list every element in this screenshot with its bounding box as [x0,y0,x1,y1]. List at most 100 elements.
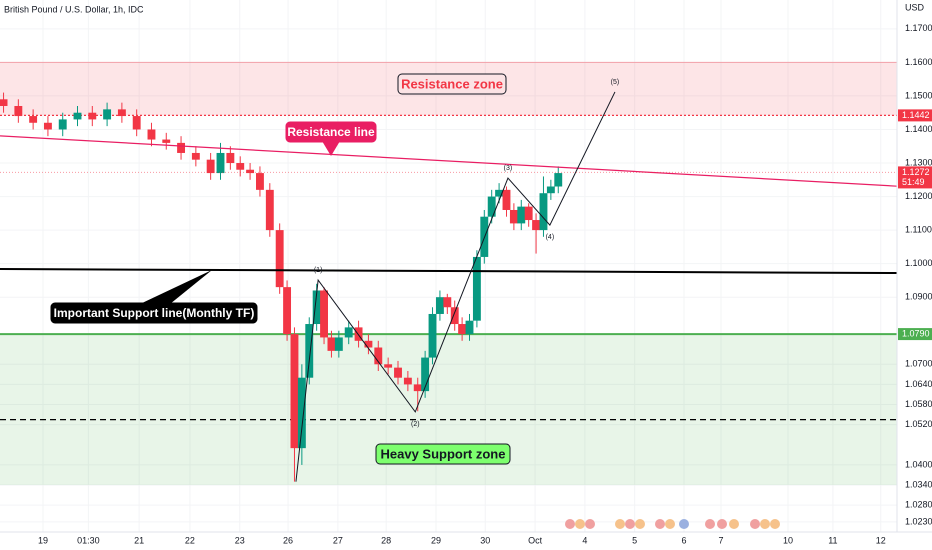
candle-body [344,327,353,338]
candle-body [320,290,328,338]
x-tick-label: 28 [381,535,391,545]
x-tick-label: 4 [582,535,587,545]
price-badge [898,109,932,122]
y-tick-label: 1.1300 [905,157,932,167]
candle-body [0,99,8,106]
x-tick-label: 29 [431,535,441,545]
candle-body [443,297,452,308]
candle-body [73,112,82,120]
candle-body [177,142,186,153]
candle-body [117,109,126,117]
wave-label: (1) [314,267,323,274]
x-tick-label: 12 [876,535,886,545]
candle-body [465,320,474,335]
y-tick-label: 1.0520 [905,419,932,429]
candle-body [435,297,444,314]
y-tick-label: 1.1500 [905,90,932,100]
candle-body [509,209,518,224]
candle-body [14,105,23,117]
wave-label: (5) [611,79,620,86]
chart-title: British Pound / U.S. Dollar, 1h, IDC [4,4,144,14]
x-tick-label: 22 [185,535,195,545]
y-tick-label: 1.0700 [905,359,932,369]
x-tick-label: 30 [480,535,490,545]
candle-body [147,129,156,140]
candle-body [290,334,299,449]
x-tick-label: 26 [283,535,293,545]
candle-body [162,139,171,143]
candle-body [226,152,235,164]
candle-body [450,307,459,325]
candle-body [265,189,274,231]
trend-label-text: Important Support line(Monthly TF) [54,306,255,320]
candle-body [517,206,526,224]
candle-body [58,119,67,130]
zone-label-box [397,73,507,95]
candle-body [236,163,245,170]
event-icons [565,519,780,529]
candle-body [132,116,141,130]
candle-body [421,357,430,392]
candle-body [327,337,336,351]
candle-body [403,377,412,385]
candle-body [364,340,373,348]
candle-body [43,122,52,130]
y-tick-label: 1.1100 [905,224,932,234]
trend-label-text: Resistance line [287,125,375,139]
x-tick-label: 11 [828,535,837,545]
x-tick-label: 27 [333,535,343,545]
x-tick-label: 7 [718,535,723,545]
trend-line [0,268,898,275]
countdown-label: 51:49 [902,177,925,187]
trend-line [0,135,898,187]
trend-label-box [285,121,377,143]
price-badge-label: 1.1442 [902,110,930,120]
candle-body [472,256,481,321]
y-tick-label: 1.1000 [905,258,932,268]
x-tick-label: 19 [38,535,48,545]
zone-label-box [375,443,511,465]
x-tick-label: 23 [235,535,245,545]
wave-label: (4) [546,234,555,241]
x-tick-label: 01:30 [77,535,100,545]
candle-body [428,313,437,358]
candle-body [539,193,548,231]
y-tick-label: 1.0900 [905,292,932,302]
trend-label-pointer [140,270,212,304]
wave-path [295,91,616,482]
x-tick-label: 10 [783,535,793,545]
candle-body [256,173,264,190]
candle-body [354,327,363,341]
candle-body [275,230,284,288]
price-badge-label: 1.0790 [902,328,930,338]
candle-body [546,186,555,194]
zone-label-text: Heavy Support zone [381,446,506,461]
x-tick-label: 6 [681,535,686,545]
plot-area [0,0,898,532]
candle-body [524,206,533,221]
trend-label-box [50,302,258,324]
y-tick-label: 1.0400 [905,459,932,469]
y-tick-label: 1.1200 [905,191,932,201]
candle-body [394,367,402,378]
candle-body [103,109,112,120]
y-tick-label: 1.0230 [905,516,932,526]
candle-body [216,152,225,174]
x-tick-label: Oct [528,535,543,545]
price-badge [898,166,932,189]
candle-body [206,159,215,174]
y-tick-label: 1.1700 [905,23,932,33]
candle-body [297,377,306,449]
x-tick-label: 5 [632,535,637,545]
candle-body [487,196,496,217]
candle-body [532,220,541,231]
candle-body [305,324,314,378]
price-badge-label: 1.1272 [902,167,930,177]
candle-body [88,112,97,120]
y-tick-label: 1.1400 [905,124,932,134]
trend-label-pointer [322,141,340,156]
candle-body [334,337,343,351]
candle-body [246,169,255,174]
wave-label: (3) [504,165,513,172]
zone-label-text: Resistance zone [401,76,503,91]
